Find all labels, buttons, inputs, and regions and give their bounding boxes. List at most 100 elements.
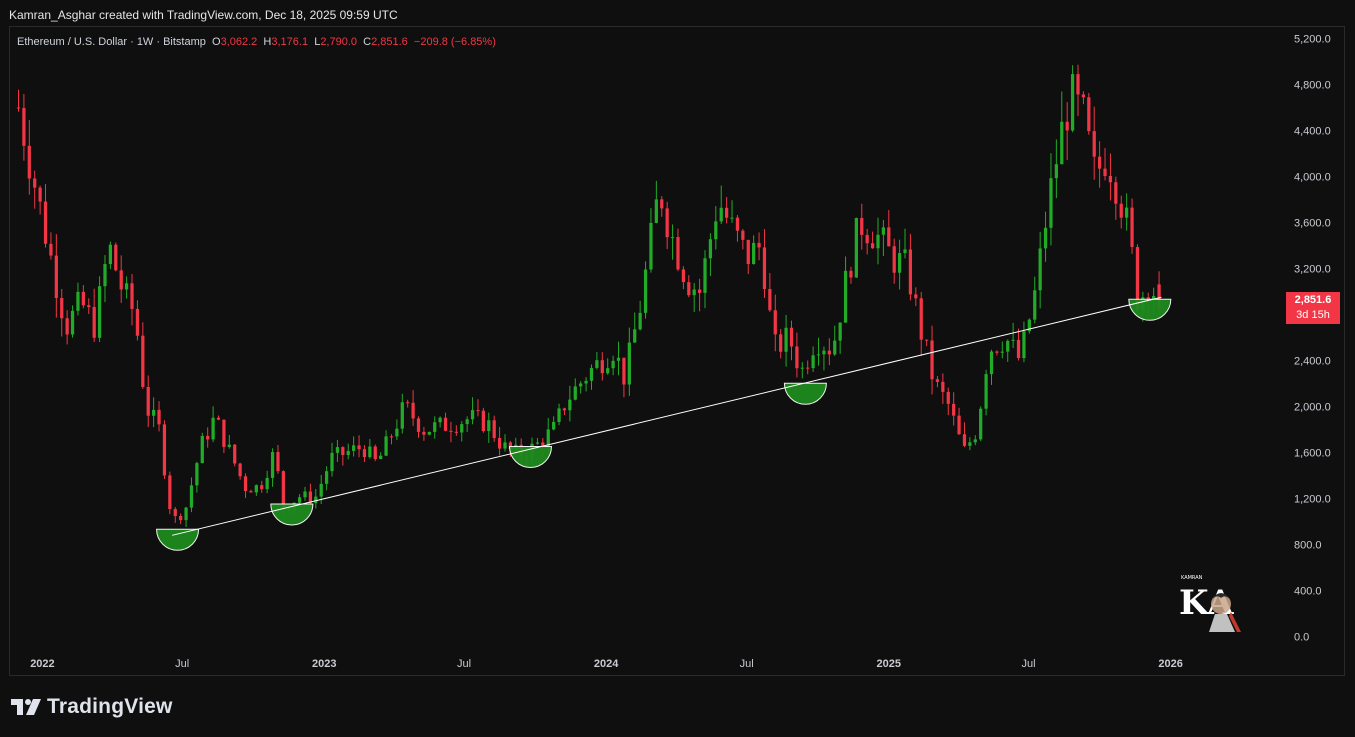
candle-body: [395, 428, 399, 437]
chart-credit: Kamran_Asghar created with TradingView.c…: [9, 8, 398, 22]
candle-body: [973, 439, 977, 443]
candle-body: [254, 485, 258, 493]
candle-body: [357, 445, 361, 450]
candle-body: [508, 442, 513, 449]
candle-body: [1135, 246, 1140, 311]
candle-body: [703, 258, 707, 293]
candle-body: [676, 237, 680, 270]
candle-body: [789, 327, 794, 347]
symbol-title: Ethereum / U.S. Dollar · 1W · Bitstamp: [17, 36, 206, 48]
x-tick-label: 2024: [594, 658, 619, 670]
candle-body: [730, 217, 734, 219]
candle-body: [319, 483, 323, 497]
candle-body: [65, 318, 69, 335]
candle-body: [946, 391, 950, 404]
candle-body: [752, 242, 756, 265]
candle-body: [1022, 331, 1026, 359]
candle-body: [238, 463, 242, 477]
support-touch-marker: [508, 446, 552, 468]
y-tick-label: 2,000.0: [1294, 402, 1331, 414]
candle-body: [589, 367, 594, 381]
candle-body: [162, 424, 167, 476]
candle-body: [989, 351, 994, 375]
candle-body: [941, 381, 945, 392]
candle-body: [368, 446, 372, 458]
chart-frame[interactable]: [9, 26, 1345, 676]
candle-body: [697, 289, 702, 293]
candle-body: [535, 442, 540, 444]
candle-body: [168, 475, 172, 510]
candle-body: [449, 430, 453, 432]
y-tick-label: 4,400.0: [1294, 126, 1331, 138]
candle-body: [930, 340, 934, 380]
open-label: O: [212, 36, 221, 48]
candle-body: [897, 253, 902, 273]
candle-body: [43, 201, 48, 244]
y-tick-label: 4,000.0: [1294, 172, 1331, 184]
candle-body: [281, 471, 285, 508]
candle-body: [1076, 74, 1080, 95]
candle-body: [130, 283, 134, 309]
candle-body: [308, 491, 313, 504]
y-tick-label: 5,200.0: [1294, 34, 1331, 46]
candle-body: [135, 308, 140, 336]
candle-body: [119, 270, 123, 290]
candle-body: [384, 436, 388, 456]
candle-body: [270, 452, 275, 478]
candle-body: [768, 289, 772, 311]
candle-body: [189, 485, 194, 508]
candle-body: [497, 437, 502, 449]
candle-body: [800, 367, 804, 369]
candle-body: [876, 234, 880, 249]
candle-body: [762, 247, 767, 290]
candle-body: [811, 355, 815, 369]
candle-body: [470, 410, 475, 420]
candle-body: [795, 346, 799, 369]
candle-body: [330, 452, 334, 472]
x-tick-label: 2025: [877, 658, 901, 670]
candle-body: [49, 243, 53, 256]
y-tick-label: 3,600.0: [1294, 218, 1331, 230]
candle-body: [173, 509, 177, 517]
candle-body: [957, 415, 961, 435]
candle-body: [233, 444, 237, 464]
candle-body: [806, 367, 810, 369]
candle-body: [1130, 207, 1134, 247]
candle-body: [389, 436, 394, 438]
x-tick-label: Jul: [1022, 658, 1036, 670]
candle-body: [881, 227, 886, 235]
candle-body: [1000, 351, 1004, 353]
y-tick-label: 0.0: [1294, 632, 1309, 644]
tradingview-brand[interactable]: TradingView: [11, 695, 173, 719]
candle-body: [962, 434, 967, 446]
candle-body: [606, 368, 610, 374]
candle-body: [16, 107, 21, 109]
candle-body: [222, 419, 226, 447]
bar-countdown: 3d 15h: [1296, 309, 1330, 321]
candle-body: [33, 178, 37, 188]
candle-body: [822, 350, 826, 355]
candle-body: [297, 497, 302, 503]
candle-body: [303, 491, 307, 498]
candle-body: [1087, 97, 1091, 132]
candle-body: [843, 270, 848, 323]
candle-body: [849, 270, 853, 278]
candle-body: [995, 351, 999, 353]
candle-body: [352, 445, 356, 451]
candle-body: [714, 221, 718, 240]
candle-body: [833, 340, 837, 355]
candle-body: [76, 291, 80, 311]
candle-body: [211, 417, 215, 440]
candle-body: [1043, 227, 1048, 249]
x-tick-label: 2022: [30, 658, 54, 670]
candle-body: [838, 322, 842, 341]
candle-body: [1049, 178, 1053, 228]
candle-body: [195, 463, 199, 486]
candle-body: [114, 244, 118, 271]
candle-body: [476, 410, 480, 412]
candle-body: [968, 442, 972, 446]
candle-body: [584, 380, 588, 384]
candle-body: [903, 249, 907, 254]
candle-body: [481, 410, 485, 432]
